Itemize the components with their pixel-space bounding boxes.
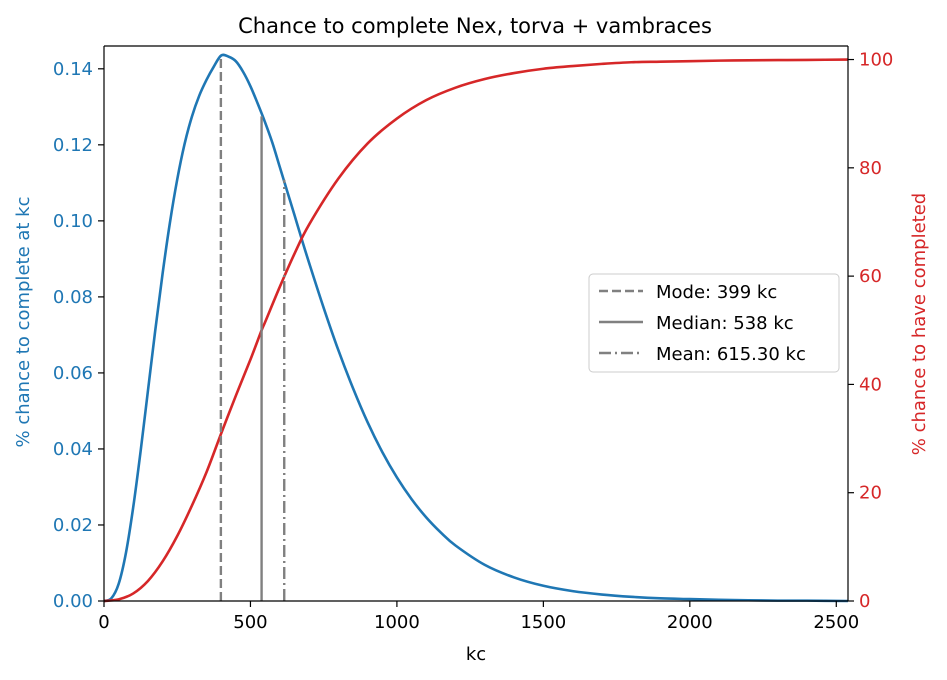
y-left-tick-label: 0.04 xyxy=(53,439,93,460)
y-left-tick-label: 0.08 xyxy=(53,287,93,308)
x-axis-label: kc xyxy=(466,644,486,665)
pdf-curve xyxy=(103,53,849,603)
y-right-tick-label: 100 xyxy=(859,50,893,71)
y-left-tick-label: 0.02 xyxy=(53,515,93,536)
y-right-tick-label: 0 xyxy=(859,591,870,612)
y-left-tick-label: 0.00 xyxy=(53,591,93,612)
marker-lines xyxy=(219,55,286,601)
y-left-tick-label: 0.14 xyxy=(53,59,93,80)
y-left-tick-label: 0.12 xyxy=(53,135,93,156)
legend: Mode: 399 kc Median: 538 kc Mean: 615.30… xyxy=(588,273,840,373)
chart-title: Chance to complete Nex, torva + vambrace… xyxy=(238,14,712,38)
y-right-tick-label: 60 xyxy=(859,266,882,287)
x-tick-label: 1500 xyxy=(520,612,566,633)
legend-mode-label: Mode: 399 kc xyxy=(656,282,777,303)
y-left-axis-ticks: 0.00 0.02 0.04 0.06 0.08 0.10 0.12 0.14 xyxy=(53,59,104,612)
cdf-curve xyxy=(103,58,849,603)
x-tick-label: 0 xyxy=(98,612,109,633)
y-right-tick-label: 40 xyxy=(859,374,882,395)
y-left-axis-label: % chance to complete at kc xyxy=(13,197,34,448)
y-right-axis-label: % chance to have completed xyxy=(909,193,930,455)
y-right-tick-label: 20 xyxy=(859,483,882,504)
y-right-tick-label: 80 xyxy=(859,158,882,179)
legend-mean-label: Mean: 615.30 kc xyxy=(656,344,806,365)
axes: 0 500 1000 1500 2000 2500 0.000.020.040.060.0… xyxy=(53,45,893,633)
plot-area xyxy=(103,53,849,603)
y-right-axis-ticks: 0 20 40 60 80 100 xyxy=(848,50,893,612)
legend-median-label: Median: 538 kc xyxy=(656,313,794,334)
y-left-tick-label: 0.10 xyxy=(53,211,93,232)
y-left-tick-label: 0.06 xyxy=(53,363,93,384)
x-tick-label: 2000 xyxy=(667,612,713,633)
x-tick-label: 1000 xyxy=(374,612,420,633)
x-tick-label: 2500 xyxy=(813,612,859,633)
legend-box xyxy=(588,273,840,373)
x-axis-ticks: 0 500 1000 1500 2000 2500 xyxy=(98,601,859,633)
x-tick-label: 500 xyxy=(233,612,267,633)
curves xyxy=(103,53,849,603)
